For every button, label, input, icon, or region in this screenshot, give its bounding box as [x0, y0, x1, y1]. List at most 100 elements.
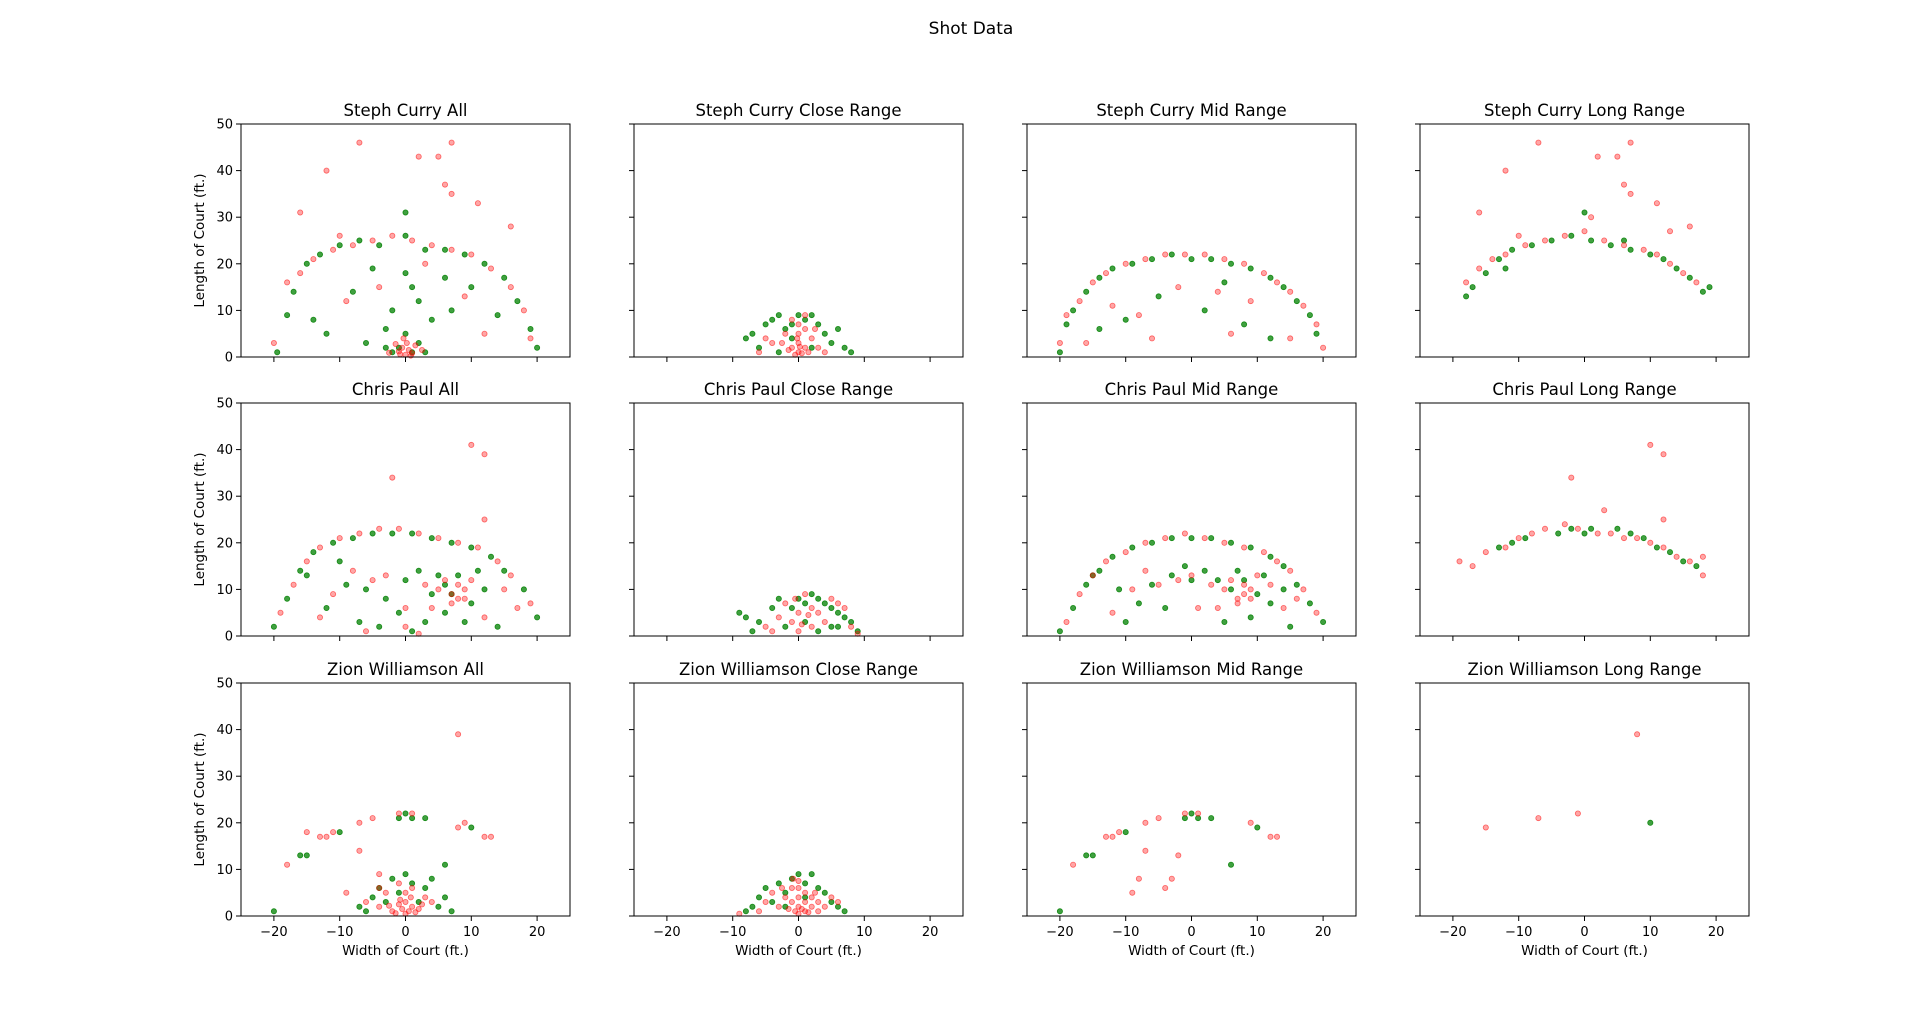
scatter-series-0: [1056, 810, 1261, 915]
scatter-point: [448, 600, 455, 607]
scatter-point: [775, 595, 782, 602]
scatter-point: [1181, 251, 1188, 258]
y-tick-label: 40: [216, 164, 233, 179]
scatter-point: [1188, 810, 1195, 817]
scatter-point: [805, 612, 812, 619]
scatter-point: [835, 903, 842, 910]
scatter-point: [441, 894, 448, 901]
scatter-point: [756, 894, 763, 901]
scatter-point: [297, 852, 304, 859]
scatter-point: [422, 885, 429, 892]
scatter-point: [1083, 339, 1090, 346]
scatter-point: [1195, 605, 1202, 612]
scatter-point: [1063, 312, 1070, 319]
scatter-point: [520, 586, 527, 593]
scatter-point: [382, 344, 389, 351]
x-tick-label: 10: [856, 925, 873, 940]
scatter-point: [316, 251, 323, 258]
scatter-point: [402, 810, 409, 817]
scatter-point: [1122, 829, 1129, 836]
scatter-point: [802, 880, 809, 887]
scatter-point: [474, 567, 481, 574]
scatter-point: [386, 902, 393, 909]
scatter-point: [1647, 441, 1654, 448]
scatter-point: [376, 885, 383, 892]
scatter-point: [376, 903, 383, 910]
scatter-point: [422, 894, 429, 901]
scatter-point: [303, 852, 310, 859]
scatter-point: [407, 894, 414, 901]
subplot-title: Zion Williamson Mid Range: [1080, 660, 1303, 679]
scatter-point: [1627, 139, 1634, 146]
scatter-point: [376, 525, 383, 532]
scatter-point: [1089, 852, 1096, 859]
scatter-point: [330, 539, 337, 546]
subplot-title: Zion Williamson Long Range: [1467, 660, 1701, 679]
scatter-point: [1621, 237, 1628, 244]
scatter-point: [1135, 875, 1142, 882]
scatter-point: [1548, 237, 1555, 244]
x-tick-label: −10: [719, 925, 746, 940]
scatter-point: [1234, 600, 1241, 607]
scatter-point: [1070, 861, 1077, 868]
scatter-point: [428, 899, 435, 906]
scatter-point: [1083, 852, 1090, 859]
scatter-point: [1601, 507, 1608, 514]
scatter-point: [389, 908, 396, 915]
scatter-point: [474, 200, 481, 207]
scatter-point: [1699, 572, 1706, 579]
scatter-point: [812, 889, 819, 896]
scatter-point: [481, 516, 488, 523]
scatter-point: [1116, 829, 1123, 836]
scatter-point: [815, 899, 822, 906]
scatter-point: [802, 894, 809, 901]
subplot-11: Zion Williamson Long Range −20 −10 0 10 20 Wid…: [1415, 660, 1750, 959]
scatter-series-1: [1456, 441, 1706, 579]
scatter-point: [1489, 256, 1496, 263]
scatter-point: [310, 256, 317, 263]
scatter-point: [756, 619, 763, 626]
scatter-point: [1247, 614, 1254, 621]
scatter-point: [1313, 609, 1320, 616]
scatter-point: [389, 530, 396, 537]
scatter-point: [795, 609, 802, 616]
scatter-point: [815, 609, 822, 616]
scatter-point: [808, 312, 815, 319]
scatter-point: [775, 903, 782, 910]
scatter-series-0: [742, 312, 855, 356]
scatter-point: [1056, 628, 1063, 635]
scatter-point: [841, 605, 848, 612]
scatter-point: [1109, 553, 1116, 560]
scatter-point: [1274, 558, 1281, 565]
scatter-point: [481, 586, 488, 593]
scatter-point: [808, 623, 815, 630]
scatter-point: [792, 595, 799, 602]
scatter-point: [468, 600, 475, 607]
scatter-point: [788, 316, 795, 323]
scatter-point: [323, 330, 330, 337]
scatter-point: [395, 815, 402, 822]
scatter-point: [782, 325, 789, 332]
scatter-point: [399, 344, 406, 351]
subplot-0: Steph Curry All 0 10 20 30 40 50 Length of Cour…: [192, 101, 571, 366]
scatter-point: [376, 242, 383, 249]
scatter-point: [1122, 316, 1129, 323]
y-tick-label: 20: [216, 536, 233, 551]
subplot-1: Steph Curry Close Range: [629, 101, 964, 362]
scatter-point: [448, 591, 455, 598]
scatter-point: [1621, 535, 1628, 542]
scatter-point: [356, 139, 363, 146]
scatter-point: [1320, 344, 1327, 351]
scatter-series-0: [1056, 535, 1327, 635]
scatter-point: [415, 906, 422, 913]
scatter-point: [1149, 581, 1156, 588]
scatter-point: [1667, 260, 1674, 267]
x-tick-label: −20: [1046, 925, 1073, 940]
scatter-point: [382, 595, 389, 602]
scatter-point: [1267, 833, 1274, 840]
subplot-title: Steph Curry Mid Range: [1096, 101, 1286, 120]
scatter-point: [742, 614, 749, 621]
scatter-point: [415, 567, 422, 574]
scatter-point: [1267, 274, 1274, 281]
